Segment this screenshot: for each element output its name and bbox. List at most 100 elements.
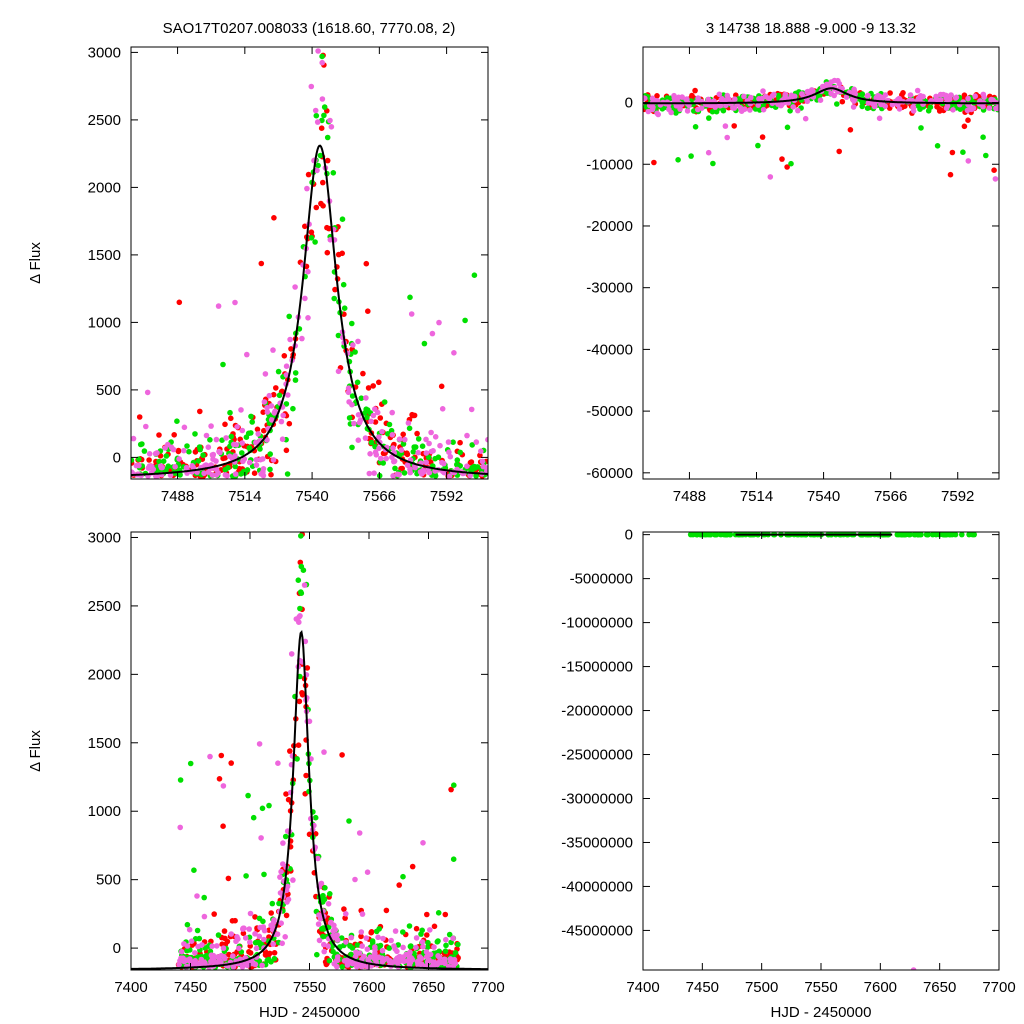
point-s0-251	[936, 106, 943, 112]
point-s1-136	[250, 814, 257, 821]
point-s2-27	[379, 947, 386, 954]
point-s1-230	[187, 760, 194, 767]
point-s1-221	[927, 104, 934, 110]
point-s2-41	[230, 953, 236, 959]
point-s1-68	[358, 395, 365, 402]
point-s0-163	[222, 935, 228, 942]
point-s2-136	[213, 458, 219, 464]
point-s2-205	[371, 470, 377, 477]
point-s0-107	[947, 532, 953, 538]
point-s2-131	[327, 117, 333, 124]
point-s1-122	[386, 945, 393, 951]
x-tick-label: 7700	[982, 979, 1015, 996]
point-s2-92	[468, 406, 475, 413]
point-s0-228	[313, 204, 320, 211]
y-tick-label: 2500	[88, 112, 121, 129]
point-s2-292	[442, 959, 448, 966]
point-s2-181	[277, 874, 283, 880]
point-s2-95	[364, 869, 371, 875]
point-s0-140	[372, 419, 379, 425]
point-s2-259	[400, 944, 406, 951]
point-s2-16	[375, 934, 381, 941]
point-s2-157	[312, 107, 319, 114]
x-tick-label: 7488	[673, 488, 706, 505]
point-s2-150	[272, 408, 278, 415]
point-s0-58	[320, 179, 326, 186]
model-curve	[131, 144, 488, 476]
point-s2-241	[280, 412, 287, 419]
point-s1-38	[317, 152, 324, 159]
point-s1-185	[313, 112, 320, 119]
point-s2-219	[407, 466, 413, 473]
point-s2-198	[362, 435, 369, 441]
point-s2-195	[315, 855, 321, 862]
point-s2-287	[419, 939, 426, 945]
point-s1-113	[340, 281, 347, 288]
point-s0-214	[251, 470, 258, 477]
point-s1-17	[186, 448, 192, 455]
point-s1-48	[354, 942, 361, 948]
point-s2-162	[270, 941, 277, 947]
point-s1-275	[177, 777, 184, 783]
point-s1-118	[960, 149, 966, 155]
point-s1-250	[412, 444, 419, 450]
point-s2-172	[359, 911, 366, 917]
y-tick-label: -20000	[586, 218, 633, 235]
point-s2-223	[253, 456, 260, 463]
point-s2-228	[427, 927, 433, 933]
point-s1-145	[720, 107, 727, 114]
point-s2-77	[722, 123, 729, 129]
point-s2-246	[943, 92, 949, 99]
point-s2-294	[218, 952, 224, 959]
point-s2-10	[432, 434, 439, 440]
point-s2-279	[356, 950, 363, 956]
point-s2-256	[232, 453, 238, 459]
point-s0-50	[288, 346, 294, 352]
point-s2-118	[203, 432, 210, 439]
point-s2-104	[451, 350, 457, 356]
point-s2-135	[467, 472, 474, 479]
point-s1-212	[709, 108, 716, 115]
point-s2-202	[187, 957, 193, 964]
point-s0-78	[271, 950, 278, 956]
point-s0-71	[225, 875, 232, 882]
point-s0-64	[324, 157, 331, 164]
point-s2-166	[215, 303, 222, 309]
point-s2-70	[325, 943, 331, 949]
point-s2-135	[296, 614, 303, 620]
point-s2-97	[315, 48, 321, 54]
point-s2-136	[896, 106, 903, 112]
plot-top-left: 7488 7514 7540 7566 7592 0 500 1000 1500 2000 2500…	[27, 44, 489, 505]
point-s0-136	[942, 532, 948, 538]
point-s2-171	[292, 284, 298, 290]
point-s1-11	[141, 448, 148, 454]
point-s2-227	[789, 93, 795, 99]
point-s2-169	[181, 447, 187, 454]
point-s2-134	[214, 943, 220, 949]
point-s1-104	[191, 867, 197, 873]
point-s2-15	[388, 937, 394, 944]
y-tick-label: -60000	[586, 465, 633, 482]
point-s1-199	[363, 406, 370, 413]
point-s2-329	[447, 956, 454, 962]
point-s1-60	[319, 117, 325, 124]
point-s2-110	[159, 464, 165, 471]
point-s2-140	[836, 80, 843, 87]
point-s2-265	[256, 933, 263, 940]
point-s2-215	[402, 436, 408, 443]
point-s1-67	[471, 272, 478, 279]
point-s1-258	[241, 468, 247, 475]
point-s2-173	[731, 105, 738, 111]
point-s2-191	[480, 463, 487, 470]
point-s0-98	[302, 223, 308, 230]
point-s1-24	[410, 449, 417, 455]
point-s1-190	[415, 436, 422, 442]
point-s2-14	[224, 472, 230, 479]
point-s2-232	[851, 90, 858, 96]
plot-bottom-left: 7400 7450 7500 7550 7600 7650 7700 0 500 1000 1500…	[27, 529, 505, 1021]
point-s0-110	[220, 823, 226, 829]
point-s2-130	[447, 453, 454, 460]
point-s2-54	[445, 439, 452, 445]
point-s2-168	[239, 427, 246, 434]
point-s0-200	[221, 928, 228, 934]
